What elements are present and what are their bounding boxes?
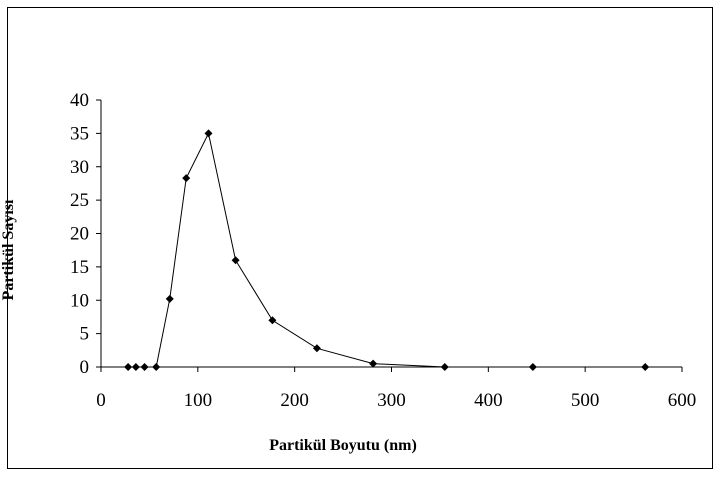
data-point <box>440 363 449 371</box>
x-tick-label: 100 <box>184 390 213 411</box>
data-point <box>369 359 378 368</box>
y-tick-label: 25 <box>70 190 89 211</box>
x-tick-label: 500 <box>571 390 600 411</box>
x-tick-label: 600 <box>668 390 697 411</box>
data-point <box>182 174 191 183</box>
data-point <box>124 363 133 371</box>
data-point <box>312 344 321 353</box>
y-tick-label: 40 <box>70 90 89 111</box>
x-tick-label: 200 <box>280 390 309 411</box>
data-point <box>152 363 161 371</box>
y-tick-label: 30 <box>70 157 89 178</box>
data-point <box>231 256 240 265</box>
series-line <box>128 131 646 368</box>
data-point <box>268 316 277 325</box>
x-tick-label: 400 <box>474 390 503 411</box>
chart-frame <box>7 7 713 469</box>
y-ticks: 0 5 10 15 20 25 30 35 40 <box>70 90 101 378</box>
x-axis-label: Partikül Boyutu (nm) <box>269 437 417 454</box>
data-point <box>140 363 149 371</box>
x-tick-label: 300 <box>377 390 406 411</box>
axes <box>100 100 682 368</box>
y-tick-label: 0 <box>80 357 90 378</box>
y-tick-label: 10 <box>70 290 89 311</box>
series <box>124 129 650 371</box>
data-point <box>165 294 174 303</box>
x-tick-label: 0 <box>96 390 106 411</box>
y-tick-label: 15 <box>70 257 89 278</box>
data-point <box>131 363 140 371</box>
data-point <box>204 129 213 138</box>
data-point <box>641 363 650 371</box>
y-tick-label: 5 <box>80 324 90 345</box>
y-axis-label: Partikül Sayısı <box>0 199 17 300</box>
y-tick-label: 20 <box>70 224 89 245</box>
data-point <box>528 363 537 371</box>
x-ticks: 0 100 200 300 400 500 600 <box>96 367 696 411</box>
y-tick-label: 35 <box>70 123 89 144</box>
